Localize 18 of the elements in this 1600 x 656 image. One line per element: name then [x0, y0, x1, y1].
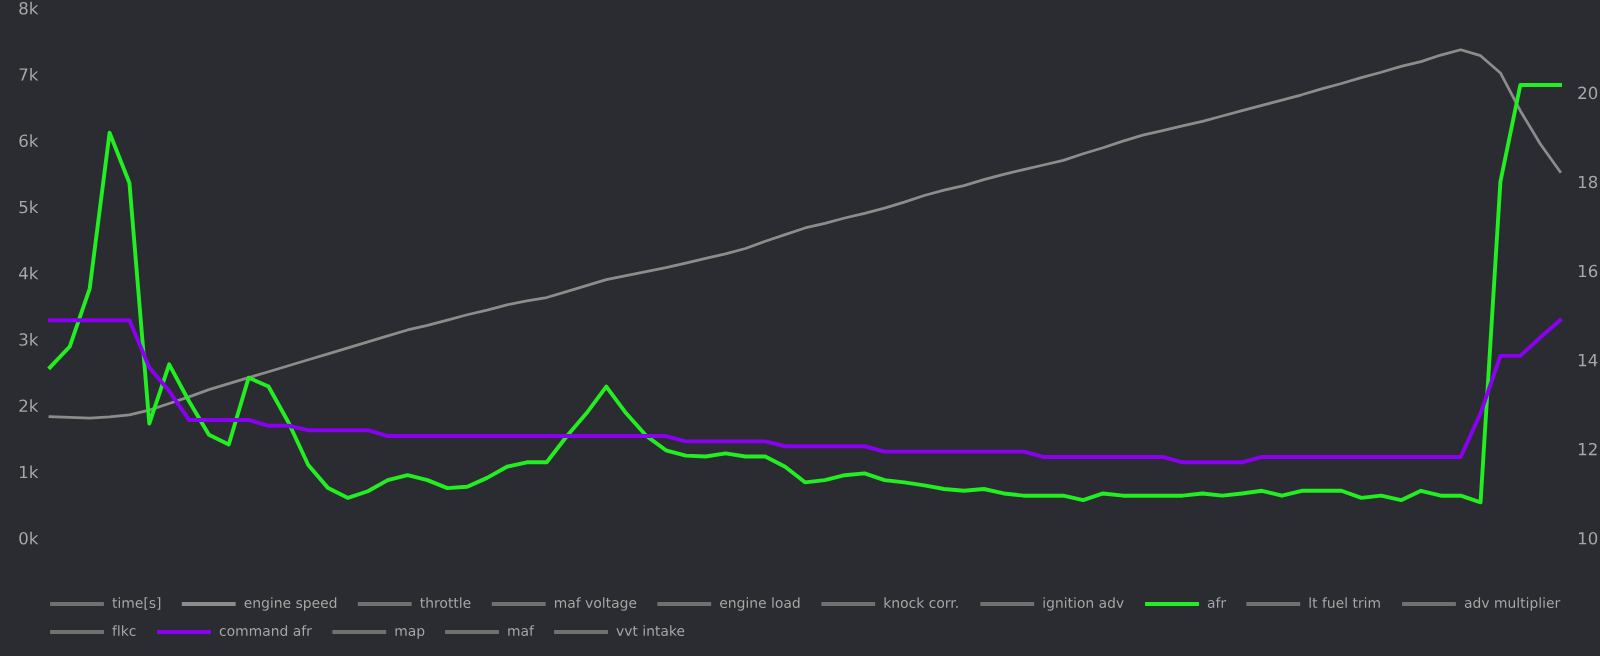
line-series	[48, 318, 1562, 465]
y2-tick-label: 14	[1578, 354, 1598, 367]
line-series	[48, 83, 1562, 505]
y-tick-label: 7k	[19, 67, 39, 81]
y-tick-label: 8k	[19, 1, 39, 15]
line-series	[48, 48, 1562, 420]
y2-tick-label: 12	[1578, 442, 1597, 456]
y-tick-label: 6k	[19, 134, 39, 148]
y-tick-label: 3k	[19, 332, 39, 346]
y2-tick-label: 16	[1578, 264, 1598, 278]
y2-tick-label: 10	[1578, 531, 1598, 545]
y-tick-label: 2k	[19, 399, 39, 412]
y-tick-label: 0k	[19, 531, 39, 545]
y2-tick-label: 20	[1578, 86, 1598, 100]
y2-tick-label: 18	[1578, 175, 1598, 189]
y-tick-label: 5k	[19, 200, 39, 214]
y-tick-label: 1k	[20, 465, 39, 479]
y-tick-label: 4k	[19, 266, 39, 280]
